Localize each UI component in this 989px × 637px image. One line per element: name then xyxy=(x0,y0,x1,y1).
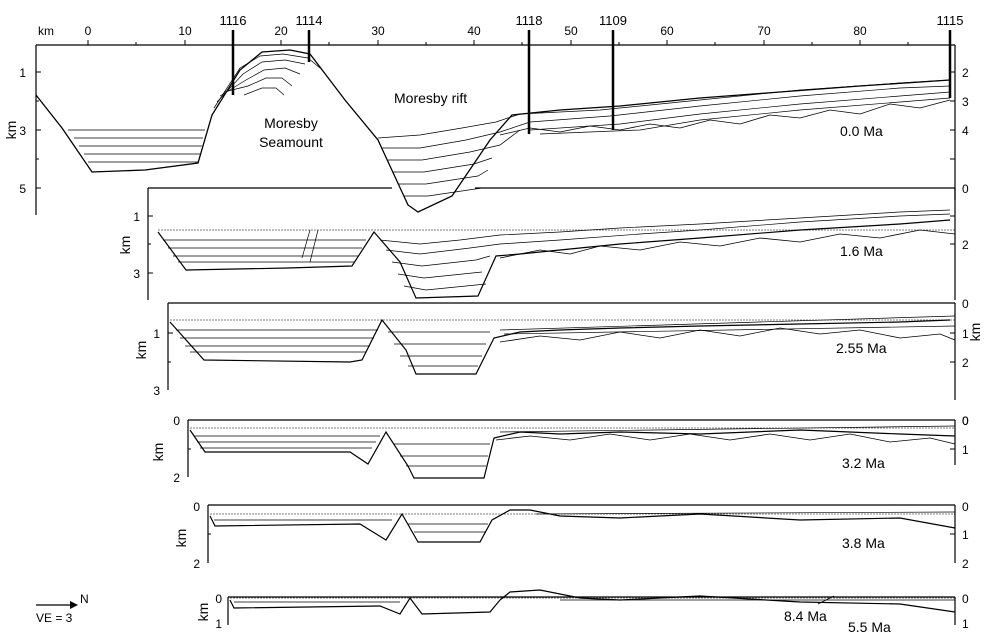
p3-left-tick-3: 3 xyxy=(153,384,160,398)
right-axis-label: km xyxy=(967,323,983,342)
top-tick-20: 20 xyxy=(274,24,288,38)
age-label-8-4-ma: 8.4 Ma xyxy=(784,608,827,624)
p3-right-tick-0: 0 xyxy=(962,414,969,428)
top-tick-30: 30 xyxy=(371,24,385,38)
age-label-1-6-ma: 1.6 Ma xyxy=(840,243,883,259)
p5-right-tick-2: 2 xyxy=(962,557,969,571)
rift-label: Moresby rift xyxy=(394,90,467,106)
p4-right-tick-1: 1 xyxy=(962,443,969,457)
p5-left-tick-2: 2 xyxy=(193,557,200,571)
p4-left-tick-2: 2 xyxy=(173,471,180,485)
top-tick-0: 0 xyxy=(85,24,92,38)
p3-right-tick-2: 2 xyxy=(962,356,969,370)
age-label-2-55-ma: 2.55 Ma xyxy=(836,340,887,356)
ve-label: VE = 3 xyxy=(36,611,73,625)
p5-left-tick-0: 0 xyxy=(193,500,200,514)
p2-right-tick-0: 0 xyxy=(962,297,969,311)
p1-axis-label: km xyxy=(3,121,19,140)
p1-left-tick-5: 5 xyxy=(19,182,26,196)
panel-0-0-ma xyxy=(35,30,956,215)
site-label-1109: 1109 xyxy=(599,13,627,28)
top-axis-unit: km xyxy=(38,24,54,38)
top-tick-10: 10 xyxy=(178,24,192,38)
site-label-1114: 1114 xyxy=(296,13,323,28)
age-label-3-2-ma: 3.2 Ma xyxy=(842,455,885,471)
top-tick-40: 40 xyxy=(467,24,481,38)
p6-left-tick-0: 0 xyxy=(215,592,222,606)
panel-2-55-ma xyxy=(167,303,956,421)
p6-axis-label: km xyxy=(195,603,211,622)
p6-right-tick-0: 0 xyxy=(962,592,969,606)
top-axis xyxy=(36,40,955,46)
p2-axis-label: km xyxy=(117,236,133,255)
top-tick-80: 80 xyxy=(853,24,867,38)
seamount-label-2: Seamount xyxy=(259,134,323,150)
p4-right-tick-0: 0 xyxy=(962,414,969,428)
top-tick-50: 50 xyxy=(564,24,578,38)
p3-right-tick-1: 1 xyxy=(962,327,969,341)
age-label-0-0-ma: 0.0 Ma xyxy=(840,123,883,139)
site-label-1115: 1115 xyxy=(937,13,964,28)
p6-left-tick-1: 1 xyxy=(215,617,222,631)
panel-1-6-ma xyxy=(147,188,956,304)
panel-5-5-ma xyxy=(227,589,956,625)
p1-right-tick-2: 2 xyxy=(962,66,969,80)
panel-3-2-ma xyxy=(187,420,956,506)
top-tick-60: 60 xyxy=(660,24,674,38)
p2-left-tick-3: 3 xyxy=(133,267,140,281)
site-label-1116: 1116 xyxy=(220,13,247,28)
p2-right-tick-2: 2 xyxy=(962,238,969,252)
site-label-1118: 1118 xyxy=(516,13,543,28)
p4-left-tick-0: 0 xyxy=(173,414,180,428)
p2-left-tick-1: 1 xyxy=(133,210,140,224)
panel-3-8-ma xyxy=(207,505,956,598)
p5-axis-label: km xyxy=(173,529,189,548)
p1-left-tick-1: 1 xyxy=(19,66,26,80)
p5-right-tick-0: 0 xyxy=(962,500,969,514)
age-label-5-5-ma: 5.5 Ma xyxy=(848,619,891,635)
seamount-label-1: Moresby xyxy=(264,115,318,131)
age-label-3-8-ma: 3.8 Ma xyxy=(842,535,885,551)
p1-left-tick-3: 3 xyxy=(19,124,26,138)
p4-axis-label: km xyxy=(150,443,166,462)
p1-right-tick-4: 4 xyxy=(962,124,969,138)
p3-left-tick-1: 1 xyxy=(153,327,160,341)
p1-right-tick-0: 0 xyxy=(962,182,969,196)
p1-right-tick-3: 3 xyxy=(962,95,969,109)
p5-right-tick-1: 1 xyxy=(962,528,969,542)
legend: N VE = 3 xyxy=(36,592,89,625)
north-label: N xyxy=(80,592,89,606)
p6-right-tick-1: 1 xyxy=(962,617,969,631)
top-tick-70: 70 xyxy=(757,24,771,38)
seafloor-line xyxy=(35,49,951,213)
p3-axis-label: km xyxy=(133,341,149,360)
